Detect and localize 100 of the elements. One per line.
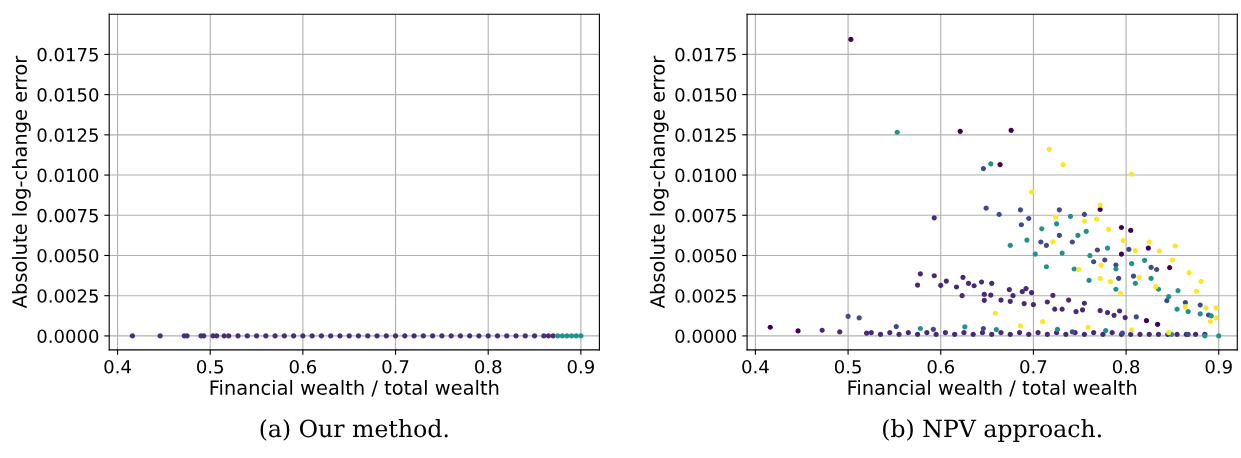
x-axis-title: Financial wealth / total wealth — [210, 379, 499, 397]
point — [980, 325, 986, 332]
point — [1130, 273, 1137, 279]
point — [1026, 215, 1032, 222]
text: (b) NPV approach. — [883, 419, 1101, 442]
point — [1213, 315, 1219, 321]
point — [1032, 251, 1038, 257]
y-tick-label: 0.0175 — [675, 47, 736, 62]
point — [1117, 290, 1124, 296]
point — [1174, 306, 1180, 312]
point — [1116, 275, 1122, 281]
point — [1007, 242, 1013, 248]
point — [1043, 242, 1049, 248]
point — [1169, 257, 1176, 263]
point — [980, 166, 986, 172]
y-tick-label: 0.0025 — [675, 289, 736, 303]
point — [1136, 274, 1142, 280]
point — [1008, 127, 1014, 133]
point — [1203, 305, 1209, 311]
point — [1167, 265, 1173, 271]
point — [1166, 294, 1172, 300]
y-tick-label: 0.0050 — [37, 248, 99, 263]
point — [1132, 248, 1138, 254]
point — [1076, 266, 1082, 273]
point — [1060, 162, 1066, 168]
point — [1213, 305, 1219, 311]
point — [1085, 324, 1091, 331]
y-tick-label: 0.0000 — [37, 329, 99, 344]
point — [1126, 246, 1132, 252]
x-tick-label: 0.8 — [1112, 359, 1140, 374]
point — [1118, 224, 1125, 231]
point — [1185, 309, 1191, 315]
point — [1086, 277, 1092, 284]
point — [983, 205, 989, 211]
point — [1053, 214, 1059, 220]
y-tick-label: 0.0175 — [37, 47, 98, 62]
x-tick-label: 0.7 — [1020, 359, 1047, 374]
point — [957, 128, 963, 134]
point — [1105, 226, 1112, 233]
point — [1113, 286, 1119, 292]
point — [1156, 248, 1163, 254]
point — [1087, 253, 1093, 259]
point — [1038, 239, 1044, 245]
point — [1129, 261, 1135, 267]
point — [1102, 257, 1108, 263]
point — [1083, 228, 1089, 234]
point — [1059, 250, 1065, 256]
point — [894, 129, 900, 135]
point — [1129, 327, 1135, 333]
point — [1207, 319, 1213, 325]
y-tick-label: 0.0000 — [675, 329, 737, 344]
point — [1154, 266, 1160, 273]
y-tick-label: 0.0100 — [675, 168, 737, 183]
point — [1081, 218, 1087, 224]
point — [1067, 213, 1074, 219]
point — [1216, 333, 1222, 339]
point — [1024, 237, 1030, 243]
point — [997, 162, 1003, 168]
point — [1146, 239, 1152, 245]
x-tick-label: 0.5 — [197, 359, 223, 374]
point — [845, 313, 851, 319]
point — [1129, 171, 1135, 177]
point — [1142, 257, 1148, 263]
point — [1113, 266, 1119, 272]
point — [767, 324, 773, 330]
point — [1056, 232, 1062, 238]
y-tick-label: 0.0150 — [37, 88, 99, 102]
x-tick-label: 0.8 — [475, 359, 502, 374]
y-tick-label: 0.0075 — [37, 208, 98, 223]
y-tick-label: 0.0025 — [37, 289, 98, 303]
x-tick-label: 0.6 — [927, 359, 954, 374]
x-tick-label: 0.7 — [382, 359, 409, 374]
point — [930, 326, 936, 332]
point — [1094, 247, 1100, 253]
point — [1050, 239, 1056, 245]
point — [1182, 304, 1188, 310]
point — [1133, 314, 1139, 320]
point — [1154, 321, 1161, 327]
point — [1145, 245, 1151, 251]
point — [848, 36, 854, 43]
point — [988, 161, 994, 167]
x-tick-label: 0.6 — [289, 359, 317, 374]
point — [1193, 288, 1200, 294]
point — [795, 328, 801, 334]
y-tick-label: 0.0125 — [675, 128, 736, 142]
point — [1091, 259, 1097, 265]
y-axis-title: Absolute log-change error — [649, 55, 669, 309]
point — [1075, 232, 1081, 238]
point — [1143, 318, 1150, 324]
point — [1164, 298, 1170, 304]
point — [1107, 279, 1113, 285]
y-tick-label: 0.0075 — [675, 208, 736, 223]
point — [1097, 202, 1103, 208]
point — [1197, 311, 1203, 317]
point — [1198, 278, 1204, 284]
point — [992, 310, 999, 316]
point — [1148, 264, 1154, 270]
x-tick-label: 0.4 — [104, 359, 131, 374]
y-tick-label: 0.0050 — [675, 248, 737, 263]
point — [1043, 264, 1049, 270]
